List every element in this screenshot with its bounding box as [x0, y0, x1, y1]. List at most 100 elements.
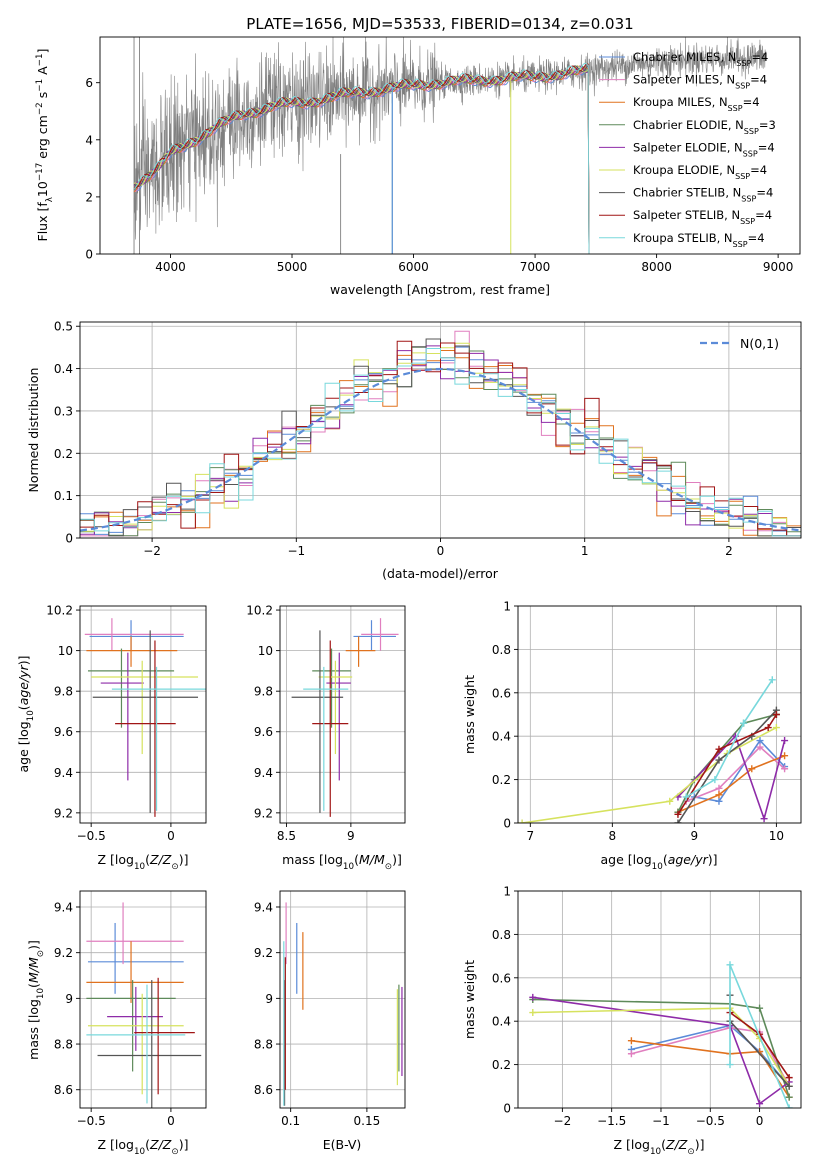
legend-entry-part: =4	[758, 140, 775, 154]
mass-vs-Z-xlabel-part: (	[145, 1137, 150, 1152]
weight_vs_Z-xtick-label: 0	[756, 1114, 764, 1128]
weight-line	[677, 734, 786, 822]
weight_vs_age-ytick-label: 0.8	[492, 643, 511, 657]
legend-entry: Chabrier ELODIE, NSSP=3	[633, 118, 776, 136]
age-vs-Z-ylabel-part: age/yr	[16, 664, 31, 705]
age_vs_mass-ytick-label: 10.2	[246, 604, 273, 618]
residuals-axes: −2 −1 0 1 2 0 0.1 0.2 0.3 0.4 0.5	[54, 320, 802, 558]
weight-marker	[772, 711, 780, 718]
age-vs-Z-xlabel-part: ⊙	[171, 862, 178, 872]
weight_vs_Z-xtick-label: −1	[652, 1114, 670, 1128]
mass_vs_ebv-ytick-label: 9.4	[254, 900, 273, 914]
age_vs_mass-ytick-label: 10	[258, 644, 273, 658]
weight-marker	[726, 1061, 734, 1069]
spectrum-ylabel-part: s	[35, 92, 50, 103]
age_vs_Z-ytick-label: 10.2	[46, 604, 73, 618]
age-vs-Z-ylabel: age [log10(age/yr)]	[16, 655, 36, 772]
weight-marker	[529, 993, 537, 1001]
weight_vs_Z-frame: −2 −1.5 −1 −0.5 0 0 0.2 0.4 0.6 0.8 1	[492, 885, 802, 1128]
errorbar-point	[86, 902, 184, 965]
age_vs_Z-ytick-label: 9.2	[54, 806, 73, 820]
weight_vs_Z-ytick-label: 1	[503, 885, 511, 899]
weight-line	[677, 754, 785, 813]
mass_vs_Z-xtick-label: −0.5	[77, 1114, 106, 1128]
spectrum-ylabel-part: 10	[35, 181, 50, 197]
age-vs-Z-xlabel-part: (	[145, 852, 150, 867]
weight-marker	[715, 784, 723, 792]
weight-vs-Z-xlabel-part: 10	[650, 1147, 661, 1157]
model-spectrum-line	[133, 66, 590, 254]
residuals-ytick-label: 0	[65, 532, 73, 546]
errorbar-point	[89, 620, 184, 651]
weight_vs_age-xtick-label: 9	[691, 829, 699, 843]
weight_vs_age-ytick-label: 0.4	[492, 730, 511, 744]
weight-marker	[785, 1104, 793, 1108]
age-vs-Z-ylabel-part: 10	[26, 710, 36, 721]
weight-vs-Z-xlabel: Z [log10(Z/Z⊙)]	[614, 1137, 705, 1157]
legend-entry-part: SSP	[743, 149, 758, 158]
mass-vs-Z-xlabel-part: ⊙	[171, 1147, 178, 1157]
age_vs_Z-xtick-label: 0	[167, 829, 175, 843]
age_vs_Z-ytick-label: 10	[58, 644, 73, 658]
weight_vs_Z-ytick-label: 0.8	[492, 928, 511, 942]
errorbar-point	[86, 941, 184, 1003]
mass_vs_ebv-ytick-label: 8.6	[254, 1083, 273, 1097]
weight-marker	[715, 797, 723, 805]
residuals-xtick-label: −1	[287, 544, 305, 558]
spectrum-ytick-label: 0	[85, 248, 93, 262]
age-vs-Z-xlabel-part: )]	[179, 852, 189, 867]
errorbar-point	[312, 640, 349, 817]
errorbar-point	[303, 666, 349, 811]
residuals-xlabel: (data-model)/error	[382, 566, 499, 581]
mass_vs_ebv-axes: 0.1 0.15 8.6 8.8 9 9.2 9.4	[254, 890, 406, 1128]
weight-marker	[785, 1093, 793, 1101]
weight_vs_Z-ytick-label: 0.2	[492, 1058, 511, 1072]
mass-vs-Z-ylabel-part: M/M	[26, 957, 41, 983]
spectrum-frame: 4000 5000 6000 7000 8000 9000 0 2 4 6	[85, 36, 801, 274]
errorbar-point	[115, 640, 176, 817]
errorbar-point	[86, 984, 186, 1104]
weight_vs_Z-axes: −2 −1.5 −1 −0.5 0 0 0.2 0.4 0.6 0.8 1	[492, 885, 802, 1128]
errorbar-point	[107, 986, 163, 1051]
age_vs_mass-ytick-label: 9.6	[254, 725, 273, 739]
spectrum-ytick-label: 2	[85, 190, 93, 204]
legend-entry-part: SSP	[735, 81, 750, 90]
legend-entry-part: Salpeter STELIB, N	[633, 208, 740, 222]
legend-entry-part: =4	[751, 50, 768, 64]
weight-vs-age-xlabel-part: 10	[652, 862, 663, 872]
spectrum-xtick-label: 6000	[398, 260, 429, 274]
weight_vs_Z-ytick-label: 0	[503, 1102, 511, 1116]
legend-entry: Salpeter MILES, NSSP=4	[633, 73, 767, 91]
mass_vs_ebv-plot-area	[283, 902, 403, 1106]
weight-marker	[781, 765, 789, 773]
mass-vs-Z-ylabel-part: (	[26, 983, 41, 988]
weight-marker	[726, 961, 734, 969]
weight-line	[631, 1026, 790, 1087]
errorbar-point	[86, 636, 178, 667]
weight-marker	[627, 1050, 635, 1058]
age-vs-Z-xlabel-part: Z/Z	[149, 852, 172, 867]
legend-entry-part: Chabrier MILES, N	[633, 50, 736, 64]
mass-vs-Z-ylabel-part: 10	[36, 988, 46, 999]
spectrum-border	[99, 36, 801, 255]
age_vs_mass-ytick-label: 9.4	[254, 766, 273, 780]
normal-reference-curve	[80, 367, 801, 532]
weight_vs_Z-plot-area	[529, 961, 793, 1108]
age-vs-Z-ylabel-part: age [log	[16, 721, 31, 772]
age_vs_Z-border	[79, 605, 207, 824]
weight-line	[631, 1039, 790, 1098]
age-vs-mass-xlabel-part: (	[354, 852, 359, 867]
legend-entry-part: =4	[755, 208, 772, 222]
weight-line	[685, 679, 773, 798]
weight_vs_age-ytick-label: 0.2	[492, 773, 511, 787]
weight-vs-age-xlabel-part: (	[663, 852, 668, 867]
weight-vs-age-xlabel-part: )]	[708, 852, 718, 867]
weight-marker	[715, 791, 723, 799]
weight_vs_Z-xtick-label: −0.5	[696, 1114, 725, 1128]
mass_vs_Z-frame: −0.5 0 8.6 8.8 9 9.2 9.4	[54, 890, 207, 1128]
spectrum-ylabel-part: −1	[35, 53, 45, 66]
weight_vs_Z-ylabel: mass weight	[462, 960, 477, 1039]
legend-entry-part: Chabrier ELODIE, N	[633, 118, 744, 132]
residuals-xtick-label: 1	[581, 544, 589, 558]
weight-line	[532, 996, 790, 1105]
